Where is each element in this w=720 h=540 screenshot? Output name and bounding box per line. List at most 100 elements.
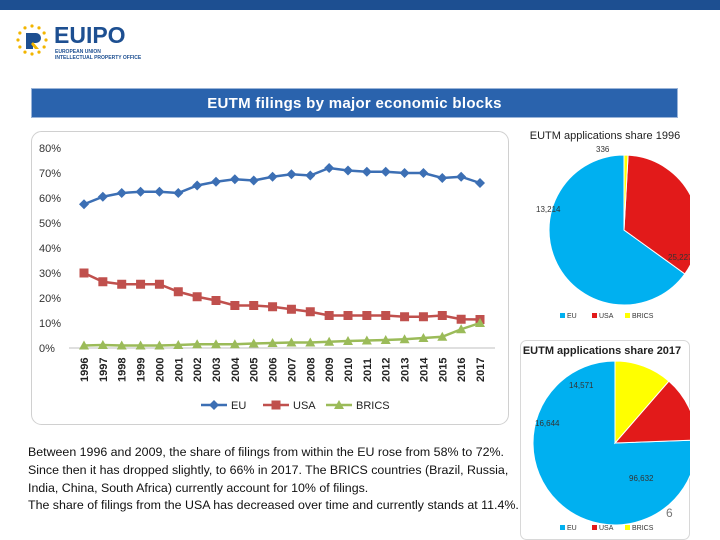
point-brics-2015 (437, 331, 448, 341)
y-tick-label: 0% (39, 343, 55, 355)
point-brics-2013 (399, 334, 410, 344)
pie-value-label-usa: 13,214 (536, 205, 561, 214)
point-eu-2014 (418, 168, 429, 178)
point-eu-2005 (248, 175, 259, 186)
point-usa-1997 (98, 277, 108, 287)
legend-marker-eu (209, 400, 219, 410)
point-eu-1996 (79, 199, 89, 210)
point-usa-2005 (249, 301, 259, 310)
point-brics-1997 (97, 340, 108, 349)
point-usa-2007 (286, 304, 296, 314)
slide-title-bar: EUTM filings by major economic blocks (31, 88, 678, 118)
top-bar (0, 0, 720, 10)
x-tick-label: 1997 (98, 358, 110, 382)
y-tick-label: 60% (39, 193, 61, 205)
y-tick-label: 70% (39, 168, 61, 180)
point-usa-2002 (192, 292, 202, 302)
x-tick-label: 2002 (192, 358, 204, 382)
pie-legend-swatch-brics (625, 525, 630, 530)
y-tick-label: 80% (39, 143, 61, 155)
point-eu-2001 (173, 188, 184, 198)
point-eu-2013 (399, 168, 410, 178)
point-usa-2004 (230, 301, 240, 310)
point-usa-2009 (324, 311, 334, 320)
point-eu-2002 (192, 180, 203, 191)
point-usa-1996 (79, 268, 89, 278)
x-tick-label: 2003 (211, 358, 223, 382)
y-tick-label: 50% (39, 218, 61, 230)
x-tick-label: 2016 (456, 358, 468, 382)
pie-chart-1996: EUTM applications share 1996 25,227 13,21… (530, 130, 690, 320)
x-tick-label: 2013 (400, 358, 412, 382)
pie-value-label-eu: 96,632 (629, 474, 654, 483)
point-brics-1996 (79, 340, 89, 350)
body-text: Between 1996 and 2009, the share of fili… (28, 444, 524, 515)
x-tick-label: 2012 (381, 358, 393, 382)
x-tick-label: 2006 (268, 358, 280, 382)
y-tick-label: 20% (39, 293, 61, 305)
point-brics-2003 (211, 339, 221, 349)
point-eu-1999 (135, 186, 146, 197)
page-number: 6 (666, 506, 673, 520)
point-eu-2006 (267, 171, 278, 182)
pie-value-label-usa: 16,644 (535, 419, 560, 428)
x-tick-label: 2017 (475, 358, 487, 382)
series-line-eu (83, 166, 481, 206)
pie-legend-swatch-eu (560, 525, 565, 530)
pie-chart-2017: EUTM applications share 2017 96,632 16,64… (520, 340, 690, 540)
x-tick-label: 2004 (230, 357, 242, 382)
point-eu-2012 (380, 166, 391, 177)
y-tick-label: 30% (39, 268, 61, 280)
legend-marker-usa (271, 400, 281, 410)
pie-legend-swatch-usa (592, 525, 597, 530)
point-usa-2001 (173, 287, 183, 297)
point-brics-2005 (248, 338, 259, 348)
logo-wordmark: EUIPO (54, 22, 126, 48)
point-eu-2017 (475, 178, 485, 188)
x-tick-label: 2007 (286, 358, 298, 382)
series-line-usa (83, 271, 481, 321)
legend-label-eu: EU (231, 400, 246, 412)
point-usa-2006 (268, 302, 278, 312)
pie-slice-usa (613, 380, 690, 444)
pie-legend-label-brics: BRICS (632, 525, 654, 532)
body-paragraph-1: Between 1996 and 2009, the share of fili… (28, 445, 509, 495)
point-eu-2007 (286, 169, 297, 180)
eu-stars-icon (16, 24, 48, 56)
series-line-brics (83, 321, 481, 347)
point-eu-2011 (361, 166, 372, 177)
pie-slice-usa (623, 154, 690, 275)
pie-legend-swatch-brics (625, 313, 630, 318)
point-brics-2006 (267, 338, 278, 347)
point-usa-2015 (437, 311, 447, 320)
pie-2017-title: EUTM applications share 2017 (523, 345, 681, 357)
point-brics-2011 (361, 335, 372, 345)
pie-1996-title: EUTM applications share 1996 (530, 130, 680, 142)
point-brics-2004 (229, 339, 240, 349)
x-tick-label: 2011 (362, 358, 374, 382)
x-tick-label: 2005 (249, 358, 261, 382)
point-brics-2009 (324, 336, 335, 346)
pie-slice-brics (614, 360, 670, 445)
point-brics-2000 (154, 340, 165, 350)
point-eu-2003 (211, 176, 221, 187)
y-tick-label: 10% (39, 318, 61, 330)
point-eu-2010 (343, 165, 353, 176)
pie-legend-label-brics: BRICS (632, 313, 654, 320)
x-tick-label: 1999 (136, 358, 148, 382)
point-eu-2004 (229, 174, 240, 185)
point-eu-2016 (456, 171, 467, 182)
point-usa-2014 (418, 312, 428, 322)
point-usa-2000 (154, 279, 164, 289)
x-tick-label: 1996 (79, 358, 91, 382)
point-usa-1998 (117, 279, 127, 289)
point-usa-2016 (456, 314, 466, 324)
point-brics-1999 (135, 340, 146, 350)
x-tick-label: 2000 (154, 358, 166, 382)
point-eu-2000 (154, 186, 165, 197)
point-usa-2008 (305, 307, 315, 317)
x-tick-label: 2014 (418, 357, 430, 382)
point-usa-1999 (136, 279, 146, 289)
point-brics-1998 (116, 340, 127, 350)
point-brics-2001 (173, 340, 184, 349)
